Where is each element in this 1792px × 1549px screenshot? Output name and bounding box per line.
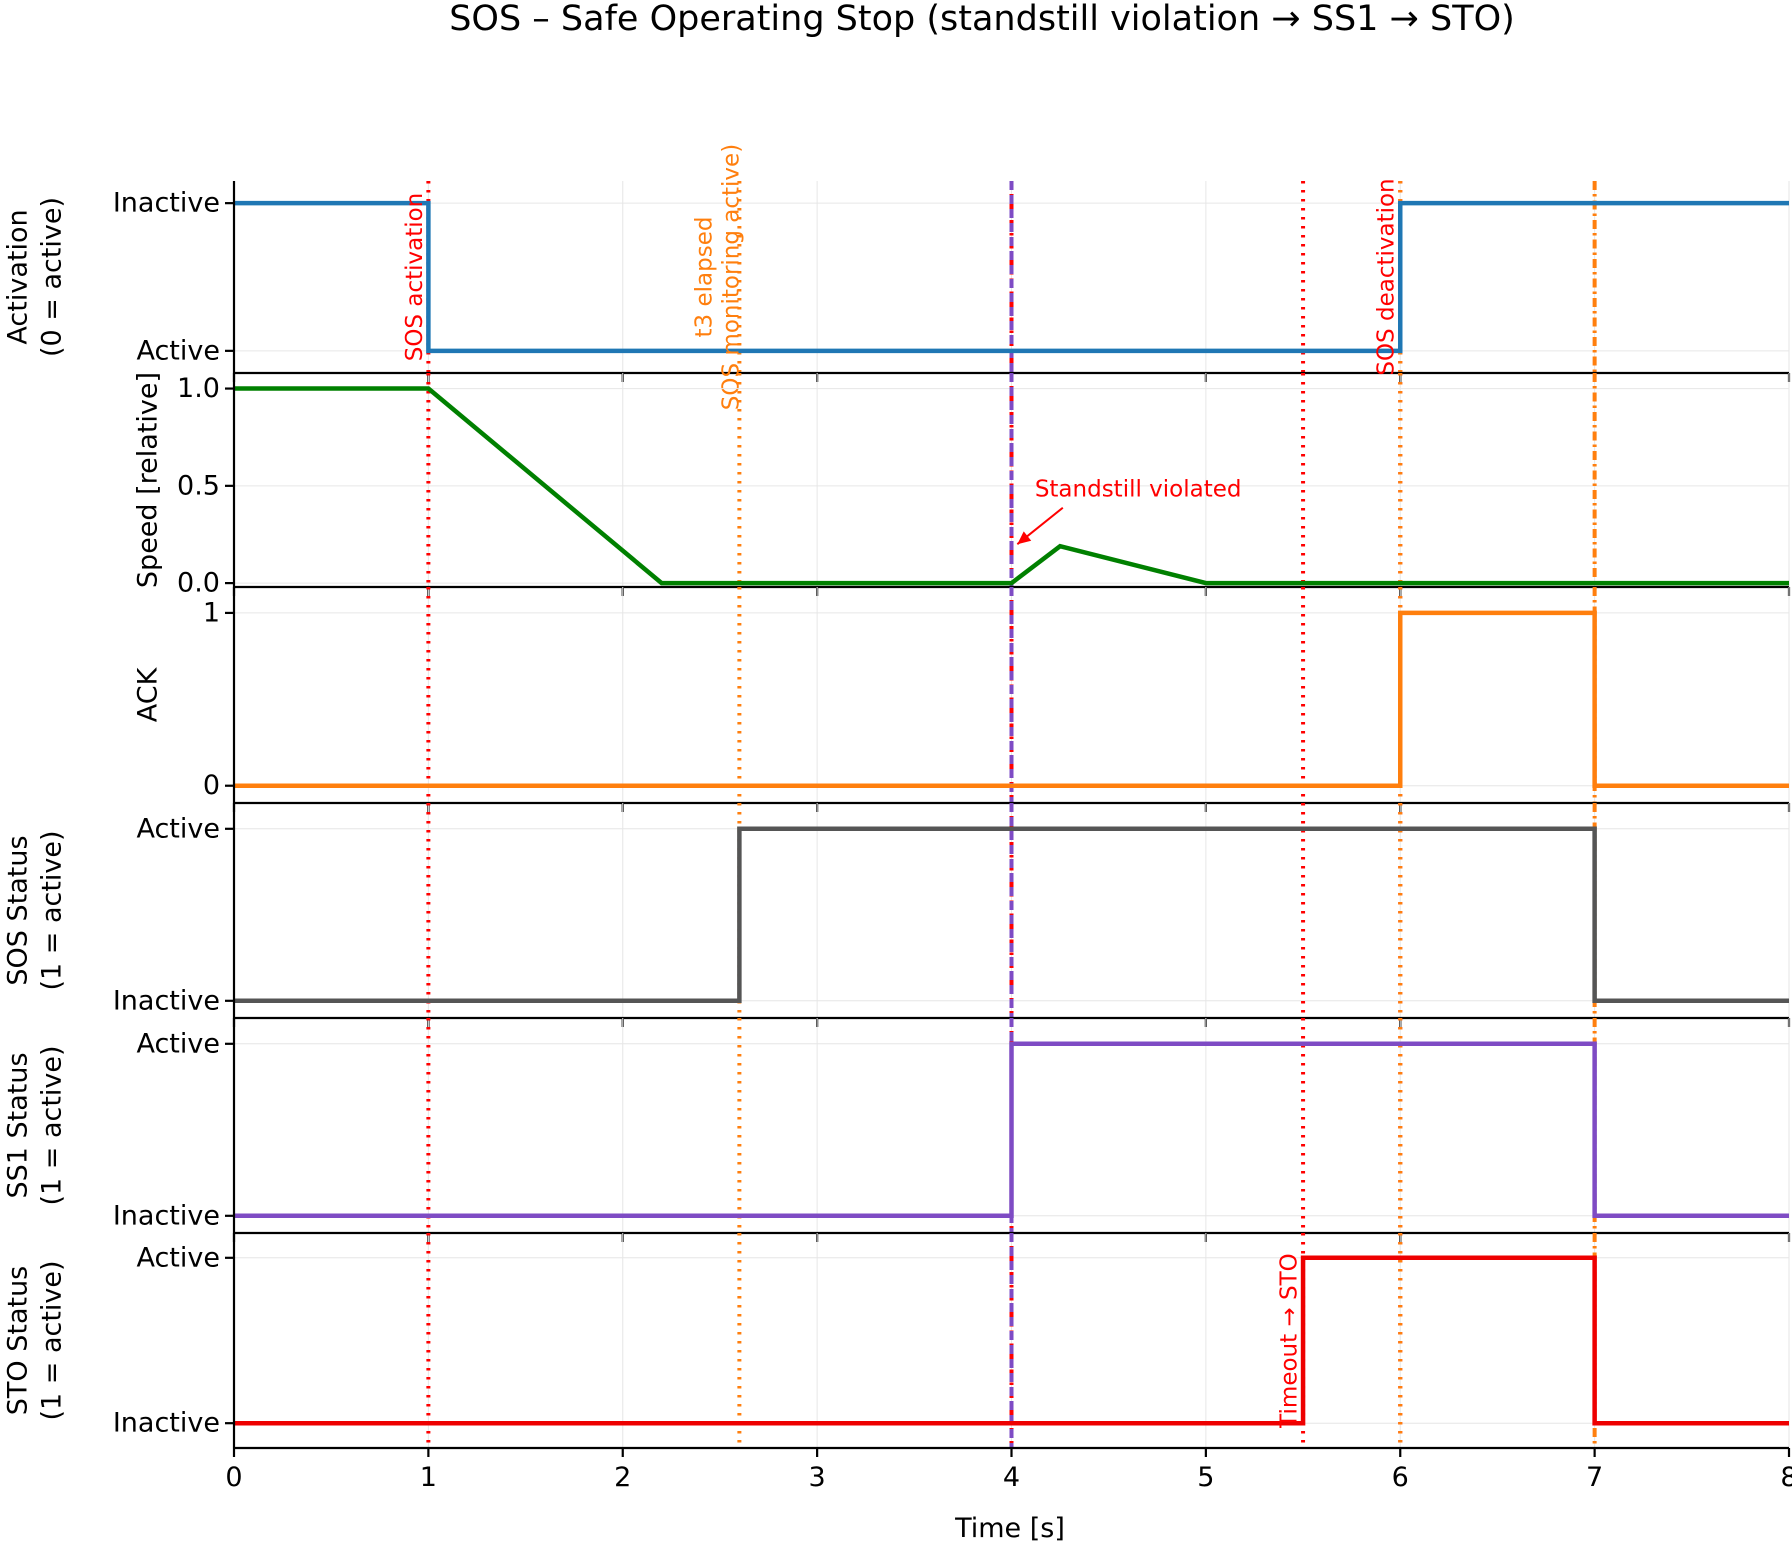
y-axis-label: (1 = active) [37,830,68,990]
panel-ack: 1 0 ACK [133,587,1791,812]
y-tick-label: Inactive [113,985,220,1016]
y-axis-label: ACK [133,666,164,722]
chart-title: SOS – Safe Operating Stop (standstill vi… [449,0,1515,39]
x-tick-label: 5 [1197,1462,1214,1493]
y-tick-label: 1.0 [177,373,220,404]
y-tick-label: 0.0 [177,568,220,599]
panel-activation: Inactive Active Activation (0 = active) SOS … [3,144,1791,410]
annotation: SOS monitoring active) [719,144,745,410]
chart-panels: Inactive Active Activation (0 = active) SOS … [3,144,1792,1493]
x-tick-label: 0 [225,1462,242,1493]
annotation: Timeout → STO [1276,1253,1302,1429]
x-axis-label: Time [s] [954,1513,1065,1544]
panel-ss1-status: Active Inactive SS1 Status (1 = active) [3,1018,1791,1242]
x-tick-label: 6 [1392,1462,1409,1493]
series-activation [234,200,1789,354]
y-tick-label: Inactive [113,1408,220,1439]
y-axis-label: (1 = active) [37,1260,68,1420]
y-tick-label: 0 [203,770,220,801]
y-axis-label: (0 = active) [37,197,68,357]
y-tick-label: Inactive [113,1200,220,1231]
y-tick-label: Active [136,335,220,366]
annotation: SOS activation [402,193,428,362]
panel-sos-status: Active Inactive SOS Status (1 = active) [3,803,1791,1027]
series-ss1-status [234,1041,1789,1219]
series-sto-status [234,1255,1789,1426]
y-axis-label: SS1 Status [3,1052,34,1198]
y-axis-label: Activation [3,209,34,344]
annotation: t3 elapsed [691,217,717,338]
x-tick-label: 4 [1003,1462,1020,1493]
x-tick-label: 1 [420,1462,437,1493]
y-axis-label: (1 = active) [37,1045,68,1205]
y-axis-label: STO Status [3,1266,34,1416]
annotation: SOS deactivation [1374,178,1400,375]
x-tick-label: 2 [614,1462,631,1493]
series-sos-status [234,826,1789,1004]
annotation-arrowhead [1017,531,1032,545]
y-tick-label: Active [136,1028,220,1059]
x-tick-label: 7 [1586,1462,1603,1493]
y-tick-label: 1 [203,597,220,628]
y-tick-label: Active [136,1242,220,1273]
y-tick-label: 0.5 [177,470,220,501]
panel-speed: 1.0 0.5 0.0 Speed [relative] Standstill viol… [133,372,1791,599]
y-axis-label: Speed [relative] [133,372,164,588]
series-ack [234,610,1789,788]
x-tick-label: 8 [1780,1462,1792,1493]
y-tick-label: Active [136,813,220,844]
x-tick-label: 3 [809,1462,826,1493]
y-axis-label: SOS Status [3,835,34,985]
annotation: Standstill violated [1035,477,1242,503]
series-speed [234,386,1789,586]
y-tick-label: Inactive [113,188,220,219]
